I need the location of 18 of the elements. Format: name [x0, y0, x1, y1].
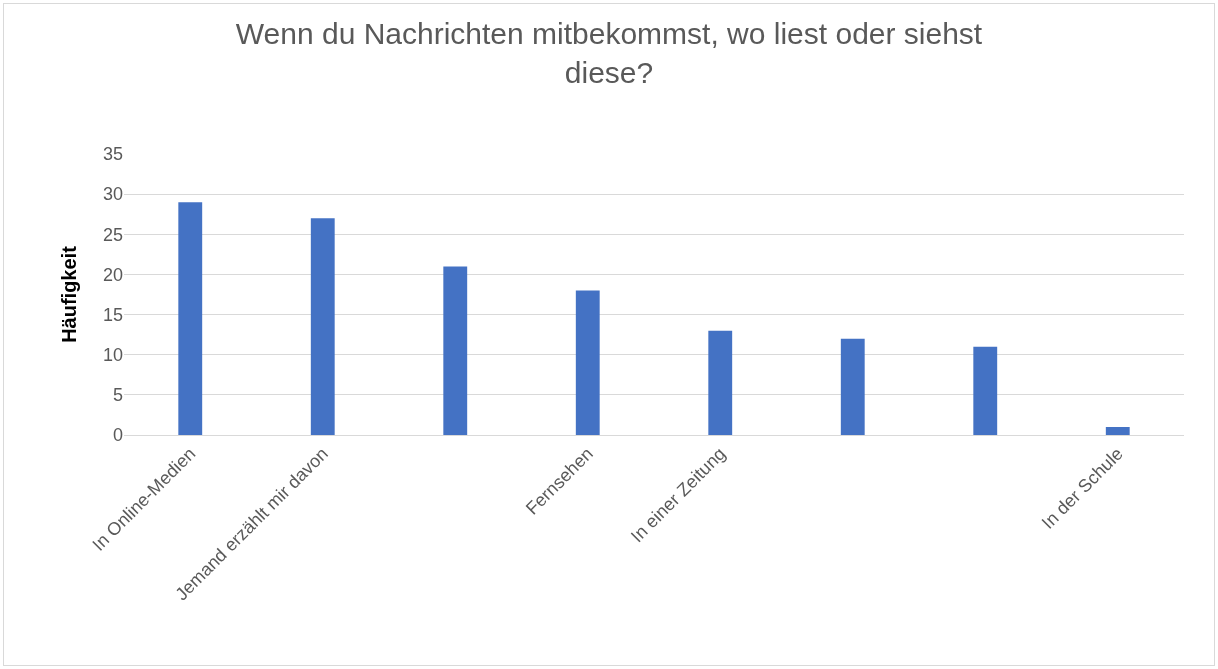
bar — [973, 346, 998, 435]
chart-title: Wenn du Nachrichten mitbekommst, wo liest oder siehst diese? — [235, 16, 983, 89]
bar — [575, 290, 600, 435]
bar — [443, 266, 468, 435]
bar — [310, 218, 335, 435]
y-axis-title: Häufigkeit — [58, 245, 81, 343]
bar — [840, 338, 865, 435]
bar — [178, 202, 203, 435]
y-tick-label: 25 — [102, 224, 123, 245]
y-tick-label: 35 — [102, 144, 123, 165]
bar — [1105, 426, 1130, 435]
bar — [708, 330, 733, 435]
y-tick-label: 15 — [102, 304, 123, 325]
y-tick-label: 5 — [112, 385, 123, 406]
y-tick-label: 30 — [102, 184, 123, 205]
y-tick-label: 20 — [102, 264, 123, 285]
y-tick-label: 10 — [102, 345, 123, 366]
y-tick-label: 0 — [112, 425, 123, 446]
